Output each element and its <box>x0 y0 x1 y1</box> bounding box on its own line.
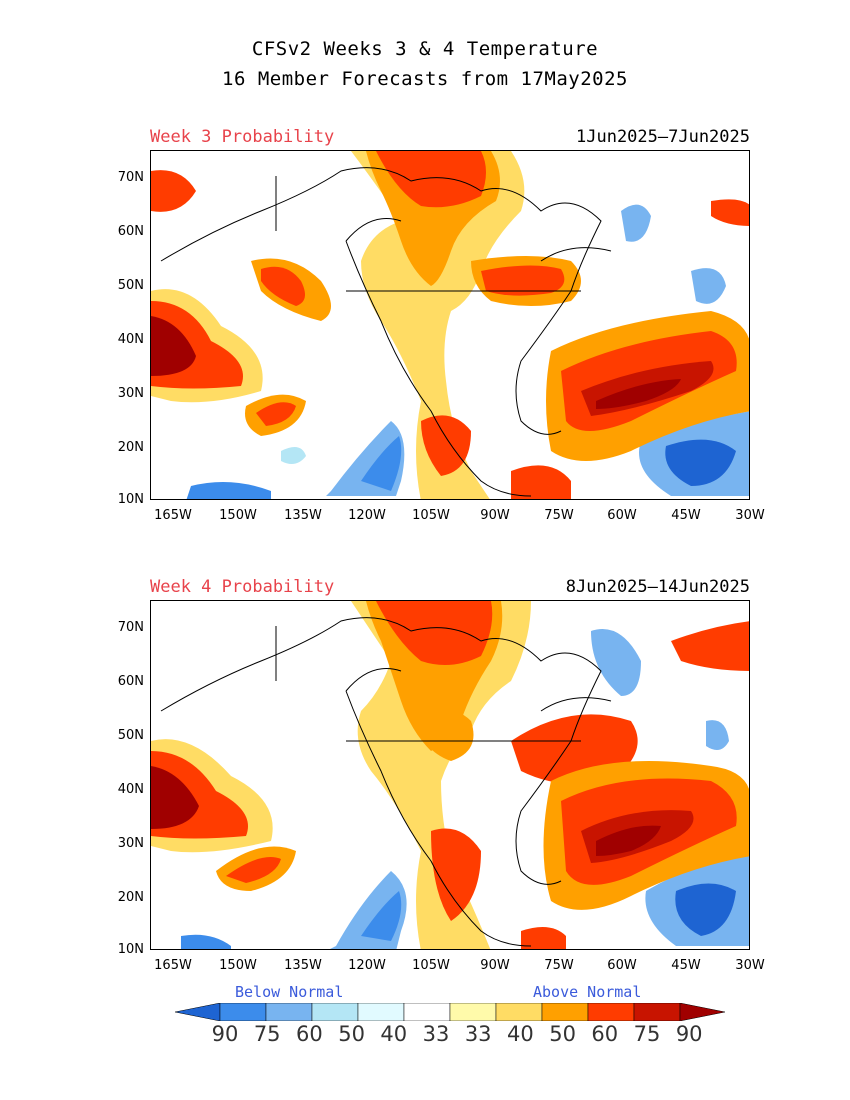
week3-dates: 1Jun2025—7Jun2025 <box>576 127 750 147</box>
legend-swatch <box>403 1003 451 1021</box>
legend-value: 33 <box>464 1022 492 1046</box>
legend-value: 50 <box>338 1022 365 1046</box>
lon-tick: 120W <box>348 958 386 973</box>
legend-swatch <box>311 1003 359 1021</box>
lat-tick: 50N <box>117 278 144 293</box>
lat-tick: 40N <box>117 332 144 347</box>
lon-tick: 90W <box>480 508 510 523</box>
chart-title-line1: CFSv2 Weeks 3 & 4 Temperature <box>251 38 599 60</box>
week3-map-svg <box>151 151 749 499</box>
legend-value: 90 <box>675 1022 703 1046</box>
lon-tick: 90W <box>480 958 510 973</box>
week4-map-svg <box>151 601 749 949</box>
legend-value: 60 <box>591 1022 619 1046</box>
legend-value: 40 <box>507 1022 534 1046</box>
lon-tick: 60W <box>607 958 637 973</box>
legend-value: 90 <box>211 1022 239 1046</box>
legend-swatch <box>175 1003 221 1021</box>
legend-swatch <box>449 1003 497 1021</box>
lat-tick: 10N <box>117 492 144 507</box>
lon-tick: 45W <box>671 508 701 523</box>
lat-tick: 20N <box>117 440 144 455</box>
lat-tick: 30N <box>117 836 144 851</box>
legend-swatch <box>587 1003 635 1021</box>
week4-label: Week 4 Probability <box>150 577 335 597</box>
lat-tick: 70N <box>117 170 144 185</box>
lon-tick: 120W <box>348 508 386 523</box>
lat-tick: 20N <box>117 890 144 905</box>
lon-tick: 150W <box>219 958 257 973</box>
lon-tick: 45W <box>671 958 701 973</box>
lon-tick: 30W <box>735 508 765 523</box>
lon-tick: 75W <box>544 958 574 973</box>
legend-value: 33 <box>422 1022 450 1046</box>
lat-tick: 10N <box>117 942 144 957</box>
lat-tick: 30N <box>117 386 144 401</box>
chart-title-line2: 16 Member Forecasts from 17May2025 <box>222 68 628 90</box>
lon-tick: 75W <box>544 508 574 523</box>
above-normal-label: Above Normal <box>533 983 642 1001</box>
legend-value: 40 <box>380 1022 408 1046</box>
legend-value: 75 <box>633 1022 661 1046</box>
lat-tick: 40N <box>117 782 144 797</box>
lon-tick: 165W <box>154 508 192 523</box>
legend-swatch <box>219 1003 267 1021</box>
legend-swatch <box>679 1003 725 1021</box>
lat-tick: 60N <box>117 224 144 239</box>
legend-value: 50 <box>549 1022 576 1046</box>
lon-tick: 135W <box>284 958 322 973</box>
lon-tick: 105W <box>412 508 450 523</box>
color-legend-bar <box>175 1003 725 1021</box>
lon-tick: 135W <box>284 508 322 523</box>
week3-label: Week 3 Probability <box>150 127 335 147</box>
lon-tick: 105W <box>412 958 450 973</box>
legend-swatch <box>357 1003 405 1021</box>
lat-tick: 70N <box>117 620 144 635</box>
lon-tick: 30W <box>735 958 765 973</box>
legend-swatch <box>495 1003 543 1021</box>
legend-value: 60 <box>296 1022 323 1046</box>
lat-tick: 50N <box>117 728 144 743</box>
week3-probability-map <box>150 150 750 500</box>
legend-value: 75 <box>253 1022 281 1046</box>
lon-tick: 60W <box>607 508 637 523</box>
lat-tick: 60N <box>117 674 144 689</box>
lon-tick: 165W <box>154 958 192 973</box>
legend-swatch <box>633 1003 681 1021</box>
week4-probability-map <box>150 600 750 950</box>
below-normal-label: Below Normal <box>235 983 344 1001</box>
legend-swatch <box>541 1003 589 1021</box>
legend-swatch <box>265 1003 313 1021</box>
week4-dates: 8Jun2025—14Jun2025 <box>565 577 750 597</box>
lon-tick: 150W <box>219 508 257 523</box>
